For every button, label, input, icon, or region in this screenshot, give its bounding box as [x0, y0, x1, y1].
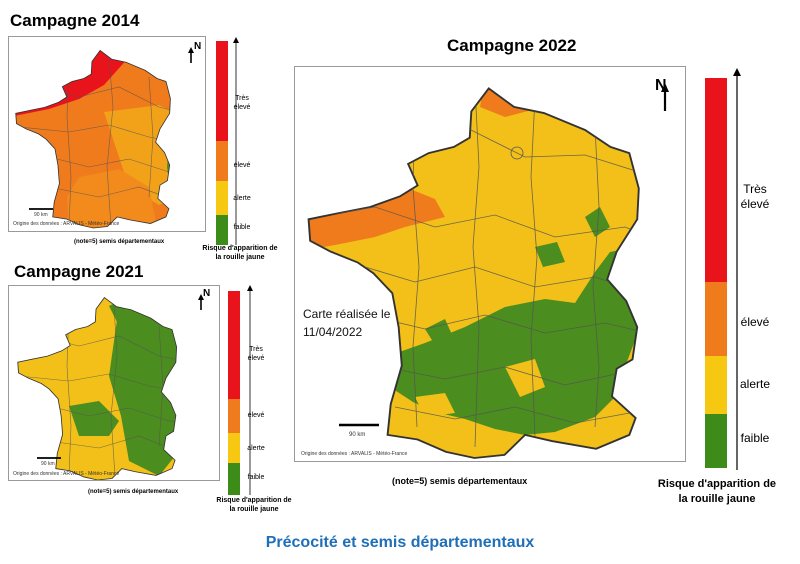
- map-2021-legend-level-low: faible: [247, 474, 265, 481]
- map-2014-legend-level-very-high: Très élevé: [233, 95, 251, 111]
- map-2014-title: Campagne 2014: [10, 11, 140, 30]
- map-2022-note: (note=5) semis départementaux: [392, 476, 528, 486]
- map-2022-date-annotation: Carte réalisée le 11/04/2022: [303, 307, 391, 339]
- map-2021-frame: 90 km Origine des données : ARVALIS - Mé…: [8, 285, 220, 481]
- map-2022-source: Origine des données : ARVALIS - Météo-Fr…: [301, 451, 408, 457]
- map-2022-legend-bar: [705, 68, 741, 470]
- map-2014-north-arrow-icon: [188, 47, 194, 63]
- map-2021-north-arrow-icon: [198, 294, 204, 310]
- map-2021-source: Origine des données : ARVALIS - Météo-Fr…: [13, 471, 120, 477]
- map-2022-scale-label: 90 km: [349, 432, 366, 438]
- map-2022-svg: [307, 83, 669, 460]
- map-2014-frame: 90 km Origine des données : ARVALIS - Mé…: [8, 36, 206, 232]
- map-2022-frame: 90 km Origine des données : ARVALIS - Mé…: [294, 66, 686, 462]
- map-2014-svg: [14, 47, 194, 230]
- map-2014-legend-level-high: élevé: [233, 162, 251, 169]
- map-2021-legend-bar: [228, 285, 253, 495]
- map-2014-note: (note=5) semis départementaux: [74, 239, 165, 245]
- map-2014-legend-level-low: faible: [233, 224, 251, 231]
- map-2022-north-arrow-icon: [661, 83, 669, 111]
- map-2022-north-label: N: [655, 77, 667, 94]
- map-2022-legend-level-low: faible: [740, 431, 770, 445]
- map-2021-legend-title: Risque d'apparition de la rouille jaune: [216, 497, 292, 514]
- footer-caption: Précocité et semis départementaux: [265, 534, 535, 551]
- map-2022-legend-level-alert: alerte: [739, 377, 771, 391]
- map-2022-legend-level-high: élevé: [740, 315, 770, 329]
- map-2022-title: Campagne 2022: [447, 36, 577, 55]
- map-2021-scale-label: 90 km: [41, 461, 55, 467]
- map-2014-scale-label: 90 km: [34, 212, 48, 218]
- map-2022-legend-title: Risque d'apparition de la rouille jaune: [657, 478, 777, 505]
- map-2014-legend-bar: [216, 37, 239, 245]
- map-2014-north-label: N: [194, 41, 202, 52]
- map-2014-legend-level-alert: alerte: [233, 195, 251, 202]
- map-2014-legend-title: Risque d'apparition de la rouille jaune: [202, 245, 278, 262]
- map-2021-note: (note=5) semis départementaux: [88, 489, 179, 495]
- map-2021-legend-level-alert: alerte: [247, 445, 265, 452]
- map-2022-legend-level-very-high: Très élevé: [740, 182, 770, 211]
- map-2021-legend-level-high: élevé: [247, 412, 265, 419]
- map-2021-svg: [16, 294, 204, 480]
- map-2021-title: Campagne 2021: [14, 262, 144, 281]
- map-2021-legend-level-very-high: Très élevé: [247, 346, 265, 362]
- map-2014-source: Origine des données : ARVALIS - Météo-Fr…: [13, 221, 120, 227]
- map-2021-north-label: N: [203, 288, 211, 299]
